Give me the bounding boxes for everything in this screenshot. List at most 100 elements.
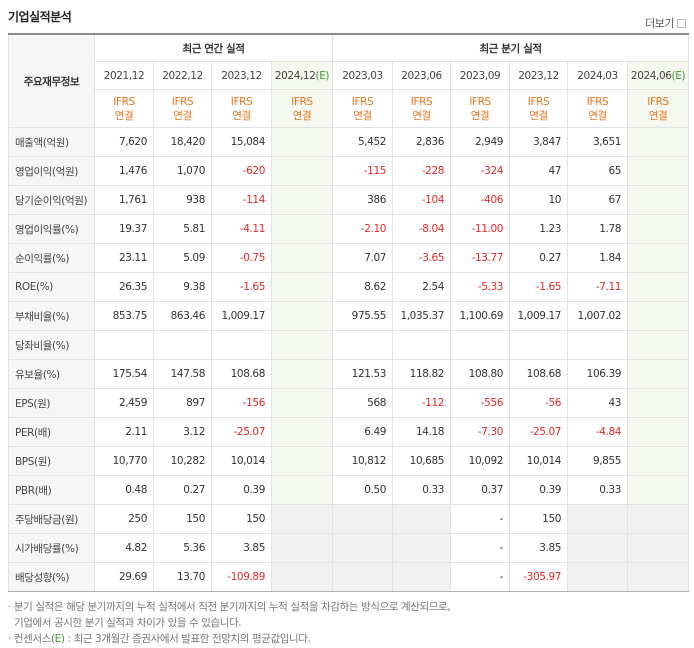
value-cell: 2,459	[94, 388, 154, 418]
standard: IFRS	[647, 95, 669, 108]
value-cell	[627, 272, 690, 302]
row-label: 유보율(%)	[8, 359, 95, 389]
value-cell: 1.23	[509, 214, 569, 244]
value-cell: 150	[153, 504, 212, 534]
value-cell: 568	[332, 388, 394, 418]
scope: 연결	[648, 109, 668, 122]
value-cell	[392, 562, 452, 592]
data-row: 순이익률(%) 23.11 5.09 -0.75 7.07 -3.65 -13.77 0.27…	[8, 243, 690, 273]
standard: IFRS	[469, 95, 491, 108]
data-row: 매출액(억원) 7,620 18,420 15,084 5,452 2,836 2,949 3…	[8, 127, 690, 157]
value-cell: 9.38	[153, 272, 212, 302]
value-cell: -5.33	[450, 272, 511, 302]
value-cell: -25.07	[211, 417, 272, 447]
value-cell: 0.33	[567, 475, 629, 505]
value-cell	[332, 562, 394, 592]
note-text: 기업에서 공시한 분기 실적과 차이가 있을 수 있습니다.	[14, 617, 242, 629]
row-label: 영업이익(억원)	[8, 156, 95, 186]
period-header: 2022,12	[153, 61, 212, 90]
period-header: 2023,09	[450, 61, 511, 90]
value-cell: 4.82	[94, 533, 154, 563]
value-cell: 897	[153, 388, 212, 418]
value-cell: 863.46	[153, 301, 212, 331]
value-cell: 1,007.02	[567, 301, 629, 331]
value-cell	[627, 330, 690, 360]
value-cell: 250	[94, 504, 154, 534]
period-header: 2024,03	[567, 61, 629, 90]
value-cell: -104	[392, 185, 452, 215]
accounting-basis: IFRS 연결	[211, 89, 272, 128]
value-cell	[270, 533, 334, 563]
note-text: 분기 실적은 해당 분기까지의 누적 실적에서 직전 분기까지의 누적 실적을 …	[13, 601, 451, 613]
value-cell: -3.65	[392, 243, 452, 273]
scope: 연결	[353, 109, 372, 122]
value-cell: 10,770	[94, 446, 154, 476]
value-cell: 19.37	[94, 214, 154, 244]
value-cell: 147.58	[153, 359, 212, 389]
value-cell	[567, 562, 629, 592]
value-cell	[627, 214, 690, 244]
value-cell: 3.85	[211, 533, 272, 563]
value-cell: 10,092	[450, 446, 511, 476]
value-cell: -109.89	[211, 562, 272, 592]
accounting-basis: IFRS 연결	[153, 89, 212, 128]
value-cell: 108.80	[450, 359, 511, 389]
data-row: 주당배당금(원) 250 150 150-150	[8, 504, 690, 534]
accounting-basis: IFRS 연결	[94, 89, 154, 128]
row-label: 부채비율(%)	[8, 301, 95, 331]
data-row: EPS(원) 2,459 897 -156 568 -112 -556 -56 43	[8, 388, 690, 418]
value-cell	[627, 127, 690, 157]
value-cell: 853.75	[94, 301, 154, 331]
row-label: 영업이익률(%)	[8, 214, 95, 244]
value-cell	[270, 127, 334, 157]
period-header: 2021,12	[94, 61, 154, 90]
value-cell: -8.04	[392, 214, 452, 244]
value-cell	[627, 504, 690, 534]
data-row: PER(배) 2.11 3.12 -25.07 6.49 14.18 -7.30 -25.07…	[8, 417, 690, 447]
value-cell: 10,282	[153, 446, 212, 476]
value-cell	[627, 156, 690, 186]
value-cell: 2.54	[392, 272, 452, 302]
value-cell: -114	[211, 185, 272, 215]
value-cell: -228	[392, 156, 452, 186]
value-cell: 10,014	[509, 446, 569, 476]
value-cell: 2,836	[392, 127, 452, 157]
accounting-basis: IFRS 연결	[450, 89, 511, 128]
value-cell	[270, 243, 334, 273]
value-cell: 9,855	[567, 446, 629, 476]
value-cell: 10,014	[211, 446, 272, 476]
row-label: EPS(원)	[8, 388, 95, 418]
period-header: 2023,12	[509, 61, 569, 90]
data-row: 영업이익률(%) 19.37 5.81 -4.11 -2.10 -8.04 -11.00 1.…	[8, 214, 690, 244]
period-date: 2023,06	[401, 69, 442, 82]
value-cell	[153, 330, 212, 360]
value-cell	[270, 272, 334, 302]
value-cell: -115	[332, 156, 394, 186]
value-cell: 150	[211, 504, 272, 534]
value-cell: 5.36	[153, 533, 212, 563]
table-body: 매출액(억원) 7,620 18,420 15,084 5,452 2,836 2,949 3…	[8, 127, 690, 592]
value-cell	[211, 330, 272, 360]
value-cell	[392, 330, 452, 360]
standard: IFRS	[171, 95, 194, 108]
value-cell: 108.68	[211, 359, 272, 389]
value-cell: 0.27	[509, 243, 569, 273]
value-cell	[627, 417, 690, 447]
accounting-basis: IFRS 연결	[509, 89, 569, 128]
scope: 연결	[529, 109, 548, 122]
value-cell: 67	[567, 185, 629, 215]
data-row: 당기순이익(억원) 1,761 938 -114 386 -104 -406 10 67	[8, 185, 690, 215]
value-cell	[567, 330, 629, 360]
value-cell: -324	[450, 156, 511, 186]
value-cell: 18,420	[153, 127, 212, 157]
value-cell: -25.07	[509, 417, 569, 447]
more-link[interactable]: 더보기	[645, 15, 686, 31]
value-cell: 7.07	[332, 243, 394, 273]
value-cell: 5,452	[332, 127, 394, 157]
row-label: 당좌비율(%)	[8, 330, 95, 360]
period-date: 2021,12	[103, 69, 145, 82]
accounting-basis: IFRS 연결	[567, 89, 629, 128]
data-row: PBR(배) 0.48 0.27 0.39 0.50 0.33 0.37 0.39 0.33	[8, 475, 690, 505]
value-cell	[627, 359, 690, 389]
